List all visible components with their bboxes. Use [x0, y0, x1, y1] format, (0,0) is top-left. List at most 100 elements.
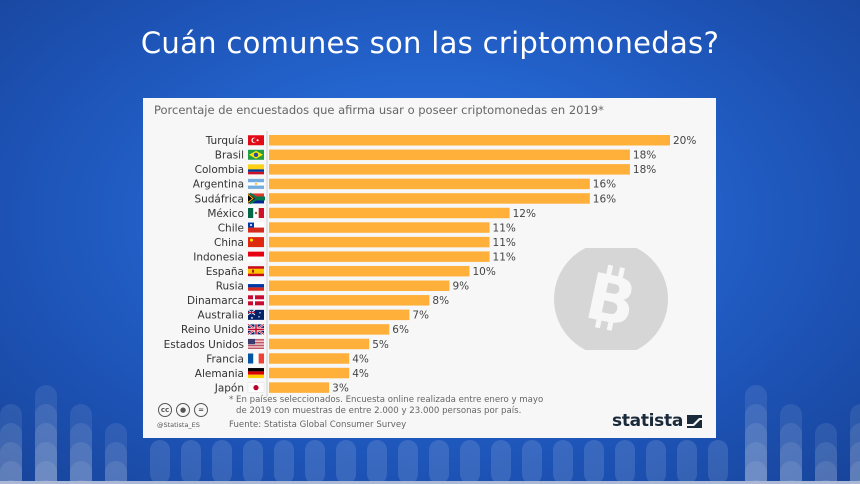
- category-label: Estados Unidos: [164, 339, 244, 351]
- value-label: 10%: [473, 266, 496, 278]
- decor-column: [181, 440, 201, 484]
- decor-column: [105, 423, 127, 484]
- bar: [269, 295, 430, 306]
- background-decoration: [0, 385, 860, 484]
- bar-row: Chile 11%: [218, 222, 516, 234]
- cc-icon[interactable]: cc: [158, 403, 172, 417]
- decor-column: [780, 404, 802, 484]
- flag-mexico-icon: [248, 208, 264, 218]
- category-label: Reino Unido: [181, 324, 244, 336]
- flag-brazil-icon: [248, 149, 264, 160]
- decor-column: [0, 404, 22, 484]
- category-label: Francia: [206, 353, 244, 365]
- category-label: China: [214, 237, 244, 249]
- value-label: 6%: [392, 324, 409, 336]
- chart-subtitle: Porcentaje de encuestados que afirma usa…: [154, 103, 604, 117]
- decor-column: [745, 385, 767, 484]
- decor-column: [850, 404, 860, 484]
- bitcoin-icon: B: [554, 248, 668, 350]
- value-label: 4%: [352, 368, 369, 380]
- license-icons: cc ● =: [158, 403, 208, 417]
- decor-column: [708, 440, 728, 484]
- bar: [269, 367, 350, 379]
- decor-column: [553, 440, 573, 484]
- brand-name: statista: [612, 411, 683, 431]
- category-label: Brasil: [215, 150, 244, 162]
- decor-column: [70, 404, 92, 484]
- bar: [269, 178, 590, 190]
- decor-column: [243, 440, 263, 484]
- attribution-icon[interactable]: ●: [176, 403, 190, 417]
- bar: [269, 280, 450, 291]
- bar-row: Francia 4%: [206, 353, 369, 365]
- value-label: 5%: [372, 339, 389, 351]
- flag-usa-icon: [248, 338, 264, 349]
- bar: [269, 164, 630, 175]
- decor-column: [150, 440, 170, 484]
- chart-card: Porcentaje de encuestados que afirma usa…: [143, 98, 716, 438]
- flag-australia-icon: [247, 309, 264, 320]
- bar: [269, 265, 470, 277]
- decor-column: [815, 423, 837, 484]
- footnote: * En países seleccionados. Encuesta onli…: [229, 395, 543, 417]
- bar: [269, 309, 410, 321]
- value-label: 11%: [493, 237, 516, 249]
- category-label: México: [207, 208, 244, 220]
- bar-row: Japón 3%: [214, 382, 349, 394]
- statista-logo[interactable]: statista: [612, 411, 702, 431]
- value-label: 9%: [452, 281, 469, 293]
- flag-germany-icon: [248, 368, 264, 379]
- decor-column: [646, 440, 666, 484]
- bar-row: Alemania 4%: [195, 367, 369, 380]
- category-label: Rusia: [216, 281, 244, 293]
- decor-column: [460, 440, 480, 484]
- flag-denmark-icon: [248, 295, 264, 306]
- flag-south-africa-icon: [247, 192, 265, 205]
- value-label: 7%: [412, 310, 429, 322]
- bar: [269, 193, 590, 204]
- flag-chile-icon: [248, 222, 264, 233]
- flag-argentina-icon: [248, 178, 264, 189]
- flag-indonesia-icon: [248, 251, 264, 262]
- value-label: 20%: [673, 135, 696, 147]
- bar: [269, 382, 330, 393]
- flag-spain-icon: [248, 266, 264, 277]
- decor-column: [491, 440, 511, 484]
- bar: [269, 353, 350, 364]
- flag-france-icon: [248, 353, 264, 364]
- category-label: Colombia: [195, 164, 244, 176]
- flag-china-icon: [248, 237, 264, 248]
- bar-row: México 12%: [207, 207, 536, 220]
- category-label: Argentina: [193, 179, 244, 191]
- source-note: Fuente: Statista Global Consumer Survey: [229, 420, 407, 430]
- no-derivatives-icon[interactable]: =: [194, 403, 208, 417]
- slide-title: Cuán comunes son las criptomonedas?: [140, 26, 720, 60]
- twitter-handle[interactable]: @Statista_ES: [157, 421, 200, 429]
- bar: [269, 251, 490, 262]
- bar-row: Australia 7%: [198, 309, 429, 322]
- decor-column: [367, 440, 387, 484]
- value-label: 16%: [593, 179, 616, 191]
- bar-row: Sudáfrica 16%: [194, 192, 616, 205]
- bar-chart: Turquía 20% Brasil 18% Colombia 18% Argentina 1…: [164, 131, 696, 397]
- bar: [269, 222, 490, 233]
- flag-uk-icon: [247, 323, 265, 336]
- flag-turkey-icon: [248, 135, 264, 146]
- bar-row: Reino Unido 6%: [181, 323, 409, 336]
- category-label: Dinamarca: [187, 295, 244, 307]
- bar-row: Argentina 16%: [193, 178, 616, 191]
- bar-row: Brasil 18%: [215, 149, 656, 162]
- value-label: 4%: [352, 353, 369, 365]
- bar-row: España 10%: [206, 265, 496, 278]
- value-label: 11%: [493, 251, 516, 263]
- value-label: 12%: [513, 208, 536, 220]
- decor-column: [212, 440, 232, 484]
- flag-colombia-icon: [248, 164, 264, 175]
- bar: [269, 149, 630, 161]
- footnote-line-1: * En países seleccionados. Encuesta onli…: [229, 395, 544, 405]
- bar-row: China 11%: [214, 236, 516, 249]
- bottom-strip: [0, 481, 860, 484]
- value-label: 18%: [633, 150, 656, 162]
- bar-row: Indonesia 11%: [193, 251, 516, 263]
- decor-column: [677, 440, 697, 484]
